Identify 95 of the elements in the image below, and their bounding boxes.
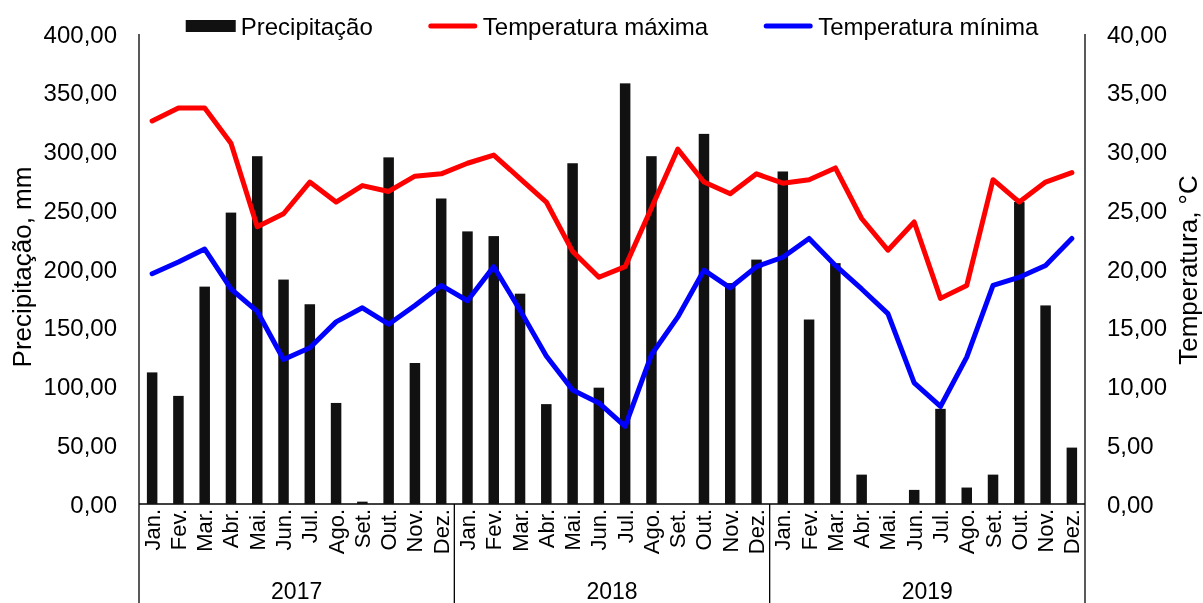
bar — [593, 387, 605, 504]
bar — [304, 304, 316, 504]
y-tick-label: 300,00 — [43, 138, 117, 165]
x-tick-label: Set. — [665, 509, 691, 549]
y2-tick-label: 0,00 — [1107, 490, 1154, 518]
x-tick-label: Abr. — [849, 509, 875, 549]
y-tick-label: 50,00 — [56, 431, 117, 459]
y-tick-label: 250,00 — [43, 196, 117, 224]
x-tick-label: Set. — [980, 509, 1006, 549]
x-tick-label: Out. — [376, 509, 402, 551]
x-tick-label: Dez. — [1059, 509, 1085, 555]
y2-tick-label: 5,00 — [1107, 431, 1154, 459]
bar — [751, 259, 762, 504]
x-tick-label: Fev. — [481, 509, 507, 551]
x-tick-label: Out. — [1006, 509, 1032, 551]
bar — [724, 283, 736, 504]
bar — [488, 236, 500, 504]
bar — [409, 363, 421, 504]
bar — [514, 293, 526, 504]
bar — [646, 156, 657, 504]
x-tick-label: Mai. — [244, 509, 270, 551]
bar — [1040, 305, 1051, 504]
y-tick-label: 100,00 — [43, 373, 117, 400]
x-tick-label: Abr. — [218, 509, 244, 549]
y-tick-label: 400,00 — [43, 20, 117, 48]
y-tick-label: 350,00 — [43, 79, 117, 107]
y-tick-label: 0,00 — [70, 490, 117, 518]
x-tick-label: Jun. — [271, 509, 297, 551]
x-tick-label: Fev. — [796, 509, 822, 551]
bar — [225, 212, 237, 504]
bar — [199, 286, 210, 504]
x-tick-label: Jun. — [901, 509, 927, 551]
x-tick-label: Set. — [349, 509, 375, 549]
x-tick-label: Jun. — [586, 509, 612, 551]
bar — [462, 231, 473, 504]
x-tick-label: Jul. — [612, 509, 638, 544]
y2-tick-label: 10,00 — [1107, 373, 1168, 400]
bar — [567, 163, 578, 504]
y2-tick-label: 25,00 — [1107, 196, 1168, 224]
x-tick-label: Nov. — [1033, 509, 1059, 553]
y2-tick-label: 15,00 — [1107, 314, 1168, 342]
bar — [830, 263, 841, 504]
x-tick-label: Jan. — [454, 509, 480, 551]
bar — [173, 395, 184, 504]
x-tick-label: Mai. — [875, 509, 901, 551]
x-tick-label: Out. — [691, 509, 717, 551]
y2-tick-label: 35,00 — [1107, 79, 1168, 107]
x-tick-label: Nov. — [402, 509, 428, 553]
x-tick-label: Mar. — [192, 509, 218, 552]
y2-axis-title: Temperatura, °C — [1173, 175, 1203, 365]
x-tick-label: Mai. — [560, 509, 586, 551]
x-tick-label: Ago. — [638, 509, 664, 555]
text: 2017 — [271, 578, 323, 603]
bar — [541, 404, 552, 504]
text: 2019 — [901, 578, 953, 603]
bar — [619, 83, 631, 504]
x-tick-label: Ago. — [954, 509, 980, 555]
bar — [435, 198, 447, 504]
x-tick-label: Dez. — [744, 509, 770, 555]
x-tick-label: Jul. — [297, 509, 323, 544]
bar — [1014, 202, 1025, 504]
bar — [803, 319, 815, 504]
x-tick-label: Abr. — [533, 509, 559, 549]
y2-tick-label: 20,00 — [1107, 255, 1168, 283]
legend-label: Temperatura máxima — [482, 12, 709, 40]
x-tick-label: Mar. — [822, 509, 848, 552]
x-tick-label: Jan. — [770, 509, 796, 551]
y-tick-label: 150,00 — [43, 314, 117, 342]
x-tick-label: Jan. — [139, 509, 165, 551]
x-tick-label: Dez. — [428, 509, 454, 555]
y2-tick-label: 40,00 — [1107, 20, 1168, 48]
bar — [856, 474, 867, 504]
bar — [698, 133, 710, 504]
bar — [383, 157, 394, 504]
y-tick-label: 200,00 — [43, 255, 117, 283]
x-tick-label: Nov. — [717, 509, 743, 553]
y-axis-title: Precipitação, mm — [7, 166, 37, 368]
bar — [251, 156, 263, 504]
legend-label: Temperatura mínima — [818, 12, 1039, 40]
bar — [146, 372, 158, 504]
bar — [987, 474, 999, 504]
legend-label: Precipitação — [240, 12, 373, 40]
bar — [961, 487, 973, 504]
x-tick-label: Fev. — [165, 509, 191, 551]
bar — [1066, 447, 1078, 504]
bar — [330, 402, 342, 504]
x-tick-label: Mar. — [507, 509, 533, 552]
bar — [777, 171, 789, 504]
y2-tick-label: 30,00 — [1107, 138, 1168, 165]
bar — [278, 279, 289, 504]
x-tick-label: Ago. — [323, 509, 349, 555]
x-tick-label: Jul. — [927, 509, 953, 544]
bar — [908, 489, 920, 504]
text: 2018 — [586, 578, 638, 603]
bar — [935, 408, 946, 504]
